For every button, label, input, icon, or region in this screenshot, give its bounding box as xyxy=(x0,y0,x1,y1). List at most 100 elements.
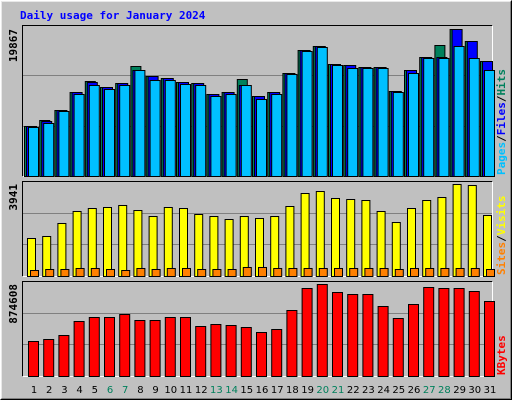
x-tick-label: 3 xyxy=(61,385,67,396)
bar xyxy=(438,288,450,377)
bar xyxy=(455,267,465,278)
x-tick-label: 27 xyxy=(423,385,436,396)
bar xyxy=(347,68,359,177)
bar xyxy=(301,288,313,377)
legend: Sites/Visits xyxy=(495,196,508,276)
bar xyxy=(149,320,161,377)
x-tick-label: 13 xyxy=(210,385,223,396)
bar xyxy=(134,320,146,377)
bar xyxy=(58,335,70,377)
bar xyxy=(224,219,234,277)
bar xyxy=(270,216,280,277)
bar xyxy=(197,268,207,277)
legend-entry: Hits xyxy=(495,69,508,96)
legend-separator: / xyxy=(495,95,508,102)
bar xyxy=(182,267,191,278)
bar xyxy=(408,304,419,377)
bar xyxy=(410,267,419,278)
bar xyxy=(377,68,389,177)
bar xyxy=(440,267,450,278)
bar xyxy=(423,287,435,377)
bar xyxy=(453,288,465,377)
bar xyxy=(118,204,128,277)
bar xyxy=(364,267,374,278)
bar xyxy=(377,306,389,377)
bar xyxy=(28,127,39,178)
legend-entry: Sites xyxy=(495,242,508,275)
bar xyxy=(75,267,85,278)
x-tick-label: 8 xyxy=(137,385,143,396)
panel-bevel-dark xyxy=(22,281,493,377)
x-tick-label: 9 xyxy=(152,385,158,396)
bar xyxy=(361,200,371,277)
bar xyxy=(332,292,343,377)
x-tick-label: 18 xyxy=(286,385,299,396)
bar xyxy=(209,216,219,277)
bar xyxy=(468,291,480,377)
x-tick-label: 1 xyxy=(31,385,37,396)
bar xyxy=(271,94,283,177)
bar xyxy=(210,96,222,177)
bar xyxy=(362,294,374,377)
bar xyxy=(362,68,374,177)
bar xyxy=(285,205,295,277)
x-tick-label: 7 xyxy=(122,385,128,396)
bar xyxy=(225,94,237,177)
legend: KBytes xyxy=(495,335,508,375)
x-tick-label: 19 xyxy=(301,385,314,396)
bar xyxy=(407,208,416,278)
bar xyxy=(346,198,356,277)
bar xyxy=(349,267,359,278)
bar xyxy=(210,324,222,377)
bar xyxy=(394,268,404,277)
bar xyxy=(104,317,115,377)
bar xyxy=(134,70,146,177)
legend: Pages/Files/Hits xyxy=(495,69,508,175)
bar xyxy=(316,284,328,377)
x-tick-label: 12 xyxy=(195,385,208,396)
x-tick-label: 2 xyxy=(46,385,52,396)
bar xyxy=(484,70,495,177)
bar xyxy=(73,94,85,177)
bar xyxy=(227,268,237,277)
x-tick-label: 29 xyxy=(453,385,466,396)
bar xyxy=(45,268,55,277)
y-tick-label: 874608 xyxy=(7,284,20,324)
bar xyxy=(30,270,39,277)
bar xyxy=(121,270,131,277)
bar xyxy=(149,80,161,177)
bar xyxy=(256,98,267,177)
bar xyxy=(106,268,115,277)
bar xyxy=(315,191,325,278)
bar xyxy=(303,267,313,278)
bar xyxy=(88,317,100,377)
bar xyxy=(316,47,328,177)
bar xyxy=(300,192,310,277)
bar xyxy=(164,317,176,377)
bar xyxy=(119,84,131,177)
bar xyxy=(392,91,404,177)
bar xyxy=(331,197,340,277)
bar xyxy=(258,266,267,278)
bar xyxy=(452,184,462,278)
bar xyxy=(57,222,67,277)
bar xyxy=(470,267,480,278)
bar xyxy=(104,89,115,177)
bar xyxy=(179,208,188,278)
bar xyxy=(453,45,465,177)
bar xyxy=(148,216,158,277)
bar xyxy=(242,266,252,278)
bar xyxy=(87,208,97,278)
x-tick-label: 31 xyxy=(484,385,497,396)
bar xyxy=(391,222,401,278)
bar xyxy=(273,267,283,278)
bar xyxy=(212,268,222,277)
x-tick-label: 17 xyxy=(271,385,284,396)
x-tick-label: 22 xyxy=(347,385,360,396)
legend-separator: / xyxy=(495,135,508,142)
bar xyxy=(392,318,404,377)
x-tick-label: 21 xyxy=(332,385,345,396)
x-tick-label: 4 xyxy=(76,385,82,396)
